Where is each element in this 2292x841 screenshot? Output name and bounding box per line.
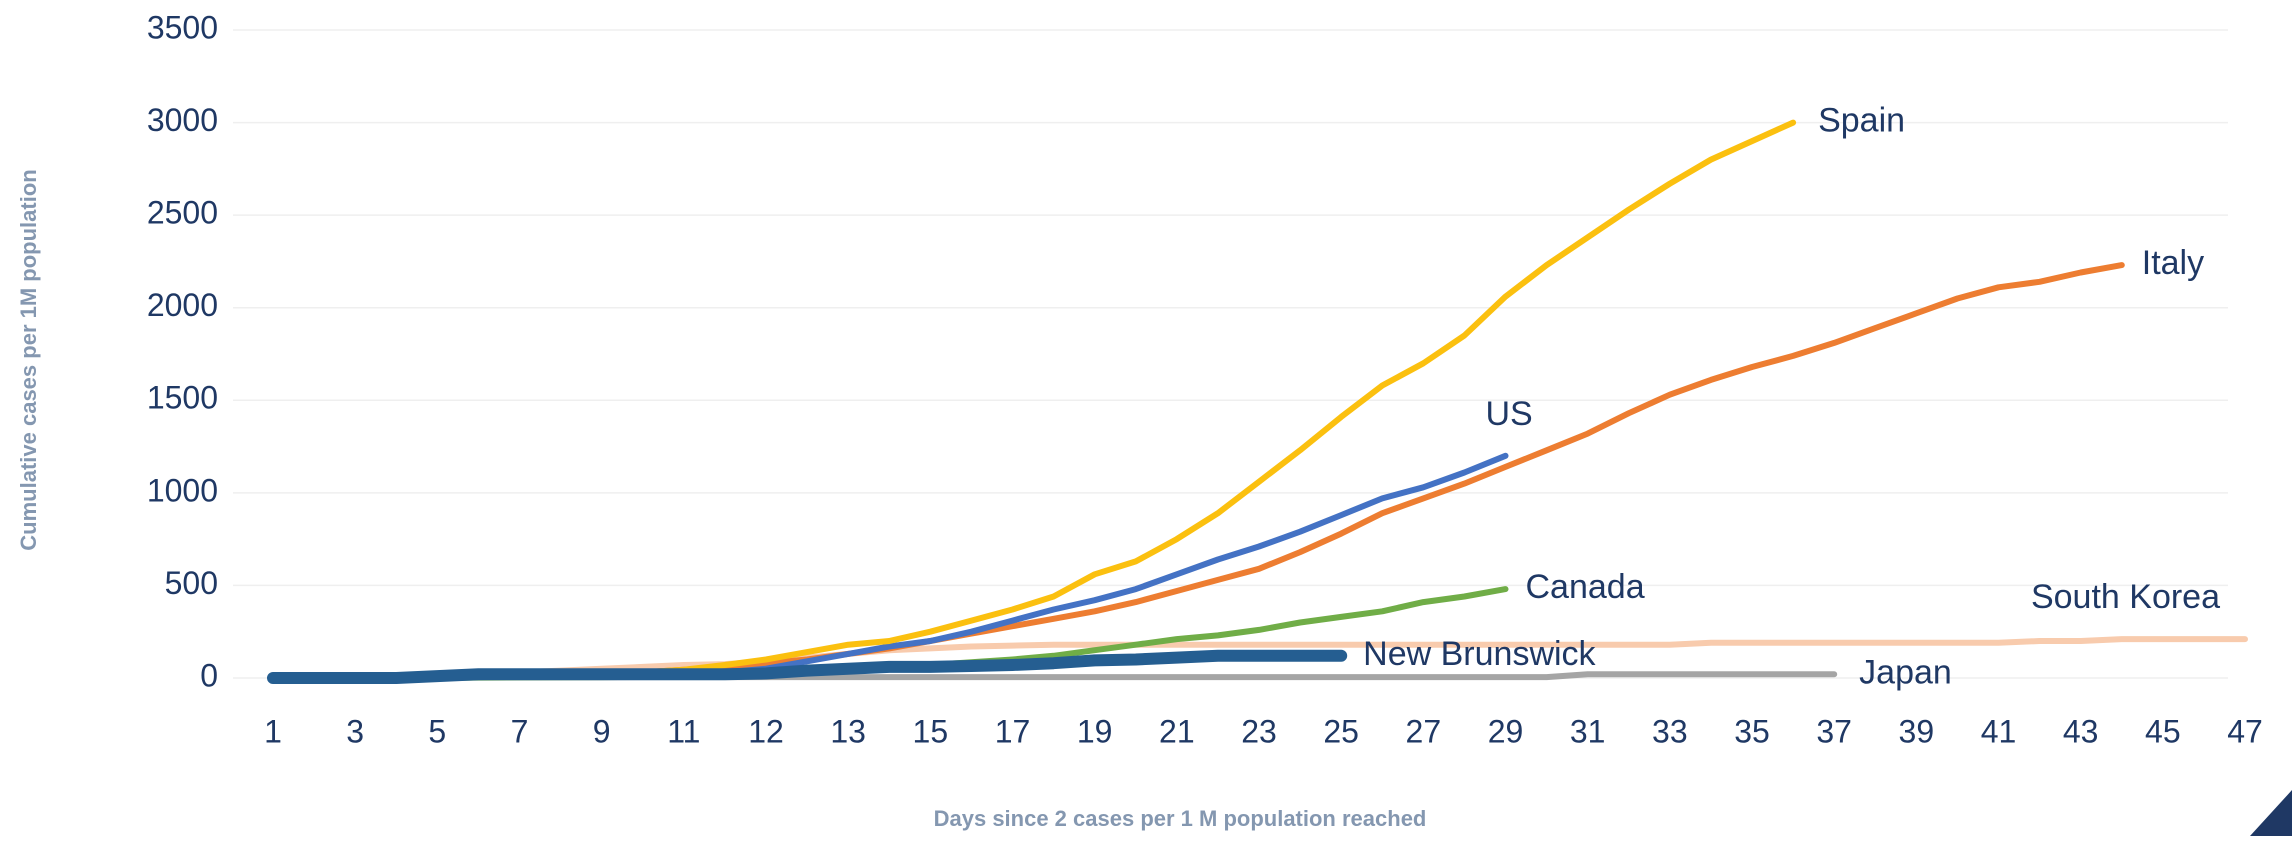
x-tick-label: 15: [913, 713, 949, 749]
series-label: New Brunswick: [1363, 635, 1596, 673]
x-tick-label: 33: [1652, 713, 1688, 749]
x-tick-label: 35: [1734, 713, 1770, 749]
x-tick-label: 5: [428, 713, 446, 749]
x-tick-label: 25: [1323, 713, 1359, 749]
corner-decoration: [2250, 790, 2292, 836]
x-tick-label: 23: [1241, 713, 1277, 749]
x-tick-label: 43: [2063, 713, 2099, 749]
y-tick-label: 3500: [147, 9, 218, 45]
x-tick-label: 45: [2145, 713, 2181, 749]
x-tick-label: 27: [1406, 713, 1442, 749]
series-line: [267, 649, 1348, 684]
x-tick-label: 21: [1159, 713, 1195, 749]
series-label: South Korea: [2031, 578, 2220, 616]
x-tick-label: 7: [511, 713, 529, 749]
series-label: Italy: [2142, 244, 2204, 282]
x-tick-label: 17: [995, 713, 1031, 749]
x-tick-label: 29: [1488, 713, 1524, 749]
y-tick-label: 0: [200, 657, 218, 693]
y-tick-label: 500: [165, 565, 218, 601]
x-tick-label: 13: [830, 713, 866, 749]
x-tick-label: 1: [264, 713, 282, 749]
x-tick-label: 37: [1816, 713, 1852, 749]
series-label: Canada: [1526, 568, 1645, 606]
y-tick-label: 3000: [147, 102, 218, 138]
y-tick-label: 2000: [147, 287, 218, 323]
x-tick-label: 11: [667, 713, 700, 749]
x-tick-label: 31: [1570, 713, 1606, 749]
x-tick-label: 47: [2227, 713, 2263, 749]
series-line: [270, 262, 2125, 681]
x-tick-label: 3: [346, 713, 364, 749]
x-tick-label: 9: [593, 713, 611, 749]
y-tick-label: 2500: [147, 195, 218, 231]
x-tick-label: 12: [748, 713, 784, 749]
y-axis-title: Cumulative cases per 1M population: [16, 169, 41, 550]
x-axis-title: Days since 2 cases per 1 M population re…: [934, 806, 1427, 831]
y-tick-label: 1000: [147, 472, 218, 508]
series-label: Spain: [1818, 102, 1905, 140]
x-tick-label: 41: [1981, 713, 2017, 749]
y-tick-label: 1500: [147, 380, 218, 416]
series-label: US: [1486, 395, 1533, 433]
series-label: Japan: [1859, 653, 1952, 691]
x-tick-label: 19: [1077, 713, 1113, 749]
x-tick-label: 39: [1899, 713, 1935, 749]
